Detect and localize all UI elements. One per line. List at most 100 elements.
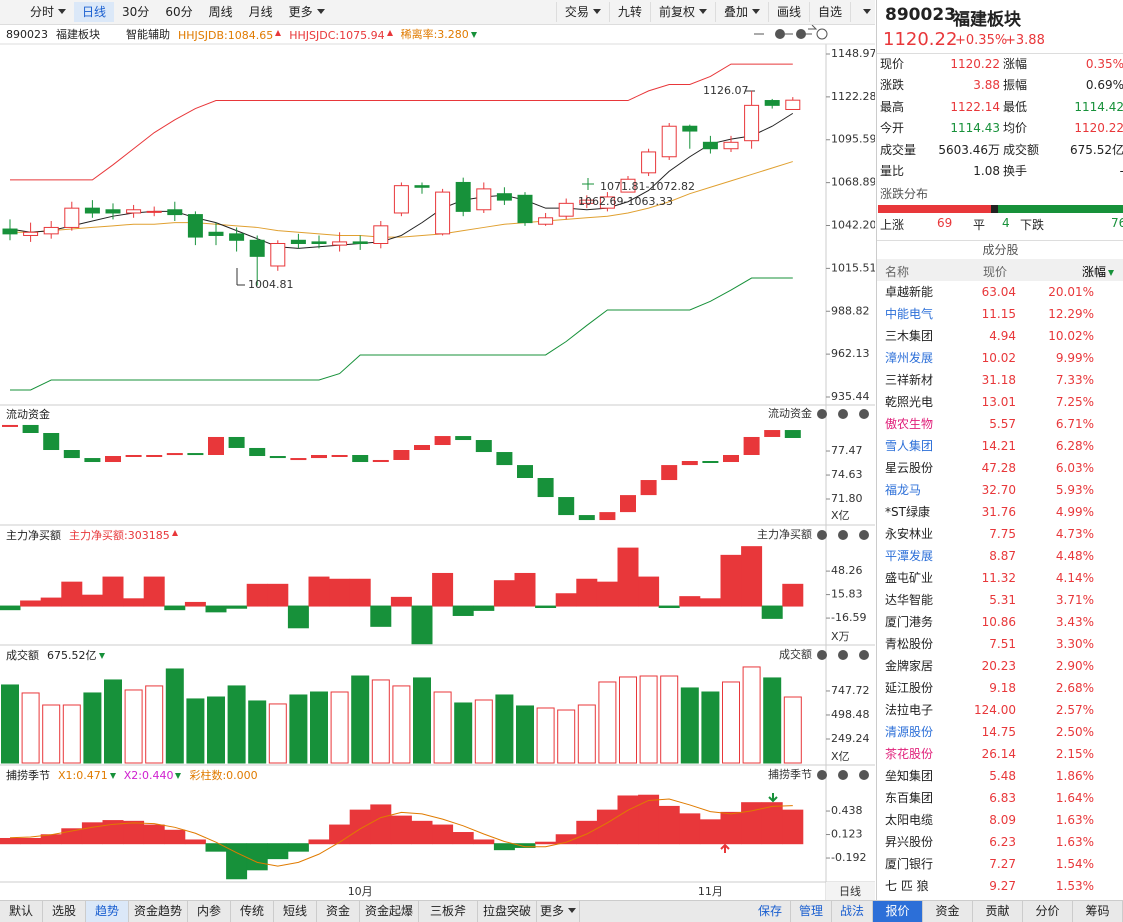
bottom-action[interactable]: 保存	[750, 901, 791, 922]
quote-price: 1120.22	[883, 29, 958, 50]
candle-body	[517, 194, 533, 224]
bar	[639, 675, 658, 764]
right-tab[interactable]: 分价	[1023, 901, 1073, 922]
toolbar-button[interactable]: 前复权	[649, 2, 715, 22]
stock-row[interactable]: 清源股份 14.75 2.50%	[877, 722, 1123, 743]
toolbar-button[interactable]: 日线	[74, 2, 115, 22]
y-tick-label: 249.24	[831, 732, 870, 745]
stock-row[interactable]: 三木集团 4.94 10.02%	[877, 326, 1123, 347]
stock-row[interactable]: 厦门银行 7.27 1.54%	[877, 854, 1123, 875]
toolbar-button[interactable]: 叠加	[714, 2, 768, 22]
bottom-tab[interactable]: 更多	[537, 901, 580, 922]
bar	[308, 576, 330, 607]
flow-box	[640, 480, 657, 496]
stock-row[interactable]: 福龙马 32.70 5.93%	[877, 480, 1123, 501]
bottom-tab[interactable]: 资金趋势	[129, 901, 188, 922]
stock-row[interactable]: 延江股份 9.18 2.68%	[877, 678, 1123, 699]
stock-row[interactable]: 七 匹 狼 9.27 1.53%	[877, 876, 1123, 897]
stock-row[interactable]: 平潭发展 8.87 4.48%	[877, 546, 1123, 567]
bar	[638, 794, 660, 845]
toolbar-button[interactable]: 30分	[122, 5, 150, 19]
bottom-tab[interactable]: 默认	[0, 901, 43, 922]
stock-row[interactable]: 金牌家居 20.23 2.90%	[877, 656, 1123, 677]
indicator-line	[9, 798, 793, 867]
bottom-action[interactable]: 管理	[791, 901, 832, 922]
bottom-tab[interactable]: 拉盘突破	[478, 901, 537, 922]
toolbar-button[interactable]: 画线	[767, 2, 809, 22]
right-tab[interactable]: 资金	[923, 901, 973, 922]
stock-row[interactable]: 东百集团 6.83 1.64%	[877, 788, 1123, 809]
zoom-out[interactable]	[796, 29, 806, 39]
stock-row[interactable]: 傲农生物 5.57 6.71%	[877, 414, 1123, 435]
right-tab[interactable]: 贡献	[973, 901, 1023, 922]
column-header[interactable]: 名称	[885, 265, 910, 279]
stock-row[interactable]: 厦门港务 10.86 3.43%	[877, 612, 1123, 633]
flow-box	[146, 454, 163, 457]
stock-row[interactable]: 三祥新材 31.18 7.33%	[877, 370, 1123, 391]
flow-box	[620, 495, 636, 513]
stock-row[interactable]: 垒知集团 5.48 1.86%	[877, 766, 1123, 787]
panel-icon	[817, 770, 827, 780]
stock-name: 茶花股份	[885, 747, 934, 761]
stock-row[interactable]: 青松股份 7.51 3.30%	[877, 634, 1123, 655]
stock-pct: 1.64%	[1055, 791, 1094, 805]
toolbar-button[interactable]: 交易	[555, 2, 609, 22]
bottom-tab[interactable]: 选股	[43, 901, 86, 922]
stock-name: 厦门银行	[885, 857, 934, 871]
bottom-tab[interactable]: 传统	[231, 901, 274, 922]
stock-row[interactable]: 茶花股份 26.14 2.15%	[877, 744, 1123, 765]
stock-row[interactable]: 星云股份 47.28 6.03%	[877, 458, 1123, 479]
toolbar-button[interactable]: 自选	[808, 2, 850, 22]
assist[interactable]: 智能辅助	[126, 28, 170, 41]
toolbar-button[interactable]: 更多	[281, 2, 333, 22]
stock-row[interactable]: *ST绿康 31.76 4.99%	[877, 502, 1123, 523]
field-label: 振幅	[1003, 78, 1028, 93]
right-tab[interactable]: 筹码	[1073, 901, 1123, 922]
bottom-tab[interactable]: 资金起爆	[360, 901, 419, 922]
column-header[interactable]: 现价	[983, 265, 1008, 279]
stock-name: 雪人集团	[885, 439, 934, 453]
header-icons[interactable]	[754, 24, 818, 35]
stock-row[interactable]: 盛屯矿业 11.32 4.14%	[877, 568, 1123, 589]
toolbar-button[interactable]: 60分	[165, 5, 193, 19]
bottom-action[interactable]: 战法	[832, 901, 873, 922]
toolbar-button[interactable]: 分时	[22, 2, 74, 22]
right-tab[interactable]: 报价	[873, 901, 923, 922]
dist-up: 69	[937, 216, 953, 230]
stock-price: 7.75	[989, 527, 1016, 541]
bottom-tab[interactable]: 短线	[274, 901, 317, 922]
column-header[interactable]: 涨幅	[1082, 263, 1114, 280]
period-button[interactable]	[826, 882, 875, 900]
bottom-tab[interactable]: 趋势	[86, 901, 129, 922]
stock-row[interactable]: 中能电气 11.15 12.29%	[877, 304, 1123, 325]
bar	[164, 605, 186, 611]
period-label[interactable]: 日线	[839, 884, 861, 898]
bar	[246, 843, 268, 871]
stock-row[interactable]: 达华智能 5.31 3.71%	[877, 590, 1123, 611]
bottom-tab[interactable]: 三板斧	[419, 901, 478, 922]
stock-row[interactable]: 法拉电子 124.00 2.57%	[877, 700, 1123, 721]
stock-name: *ST绿康	[885, 505, 930, 519]
toolbar-button[interactable]: 月线	[248, 5, 273, 19]
stock-row[interactable]: 昇兴股份 6.23 1.63%	[877, 832, 1123, 853]
bottom-tab[interactable]: 资金	[317, 901, 360, 922]
stock-pct: 4.48%	[1055, 549, 1094, 563]
stock-row[interactable]: 卓越新能 63.04 20.01%	[877, 282, 1123, 303]
bar	[143, 576, 165, 607]
toolbar-button[interactable]: 周线	[208, 5, 233, 19]
toolbar-button[interactable]: 九转	[608, 2, 650, 22]
candle-body	[661, 125, 677, 158]
stock-row[interactable]: 漳州发展 10.02 9.99%	[877, 348, 1123, 369]
zoom-in[interactable]	[775, 29, 785, 39]
stock-row[interactable]: 乾照光电 13.01 7.25%	[877, 392, 1123, 413]
stock-row[interactable]: 雪人集团 14.21 6.28%	[877, 436, 1123, 457]
toolbar-menu[interactable]	[850, 2, 875, 22]
stock-row[interactable]: 永安林业 7.75 4.73%	[877, 524, 1123, 545]
close[interactable]	[816, 28, 828, 40]
y-tick-label: 0.438	[831, 804, 863, 817]
y-tick-label: 48.26	[831, 564, 863, 577]
bar	[61, 828, 83, 845]
stock-row[interactable]: 太阳电缆 8.09 1.63%	[877, 810, 1123, 831]
bottom-tab[interactable]: 内参	[188, 901, 231, 922]
bar	[81, 594, 103, 607]
